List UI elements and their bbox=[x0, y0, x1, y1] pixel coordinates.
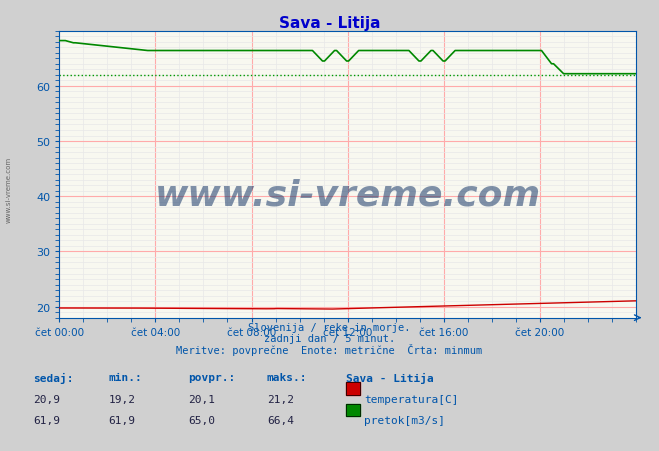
Text: 19,2: 19,2 bbox=[109, 394, 136, 404]
Text: maks.:: maks.: bbox=[267, 372, 307, 382]
Text: min.:: min.: bbox=[109, 372, 142, 382]
Text: povpr.:: povpr.: bbox=[188, 372, 235, 382]
Text: 21,2: 21,2 bbox=[267, 394, 294, 404]
Text: www.si-vreme.com: www.si-vreme.com bbox=[155, 178, 540, 212]
Text: zadnji dan / 5 minut.: zadnji dan / 5 minut. bbox=[264, 333, 395, 343]
Text: Sava - Litija: Sava - Litija bbox=[346, 372, 434, 383]
Text: 61,9: 61,9 bbox=[109, 415, 136, 425]
Text: Meritve: povprečne  Enote: metrične  Črta: minmum: Meritve: povprečne Enote: metrične Črta:… bbox=[177, 343, 482, 355]
Text: 20,9: 20,9 bbox=[33, 394, 60, 404]
Text: 66,4: 66,4 bbox=[267, 415, 294, 425]
Text: Slovenija / reke in morje.: Slovenija / reke in morje. bbox=[248, 322, 411, 332]
Text: Sava - Litija: Sava - Litija bbox=[279, 16, 380, 31]
Text: temperatura[C]: temperatura[C] bbox=[364, 394, 459, 404]
Text: pretok[m3/s]: pretok[m3/s] bbox=[364, 415, 445, 425]
Text: sedaj:: sedaj: bbox=[33, 372, 73, 383]
Text: 61,9: 61,9 bbox=[33, 415, 60, 425]
Text: www.si-vreme.com: www.si-vreme.com bbox=[5, 156, 12, 222]
Text: 20,1: 20,1 bbox=[188, 394, 215, 404]
Text: 65,0: 65,0 bbox=[188, 415, 215, 425]
